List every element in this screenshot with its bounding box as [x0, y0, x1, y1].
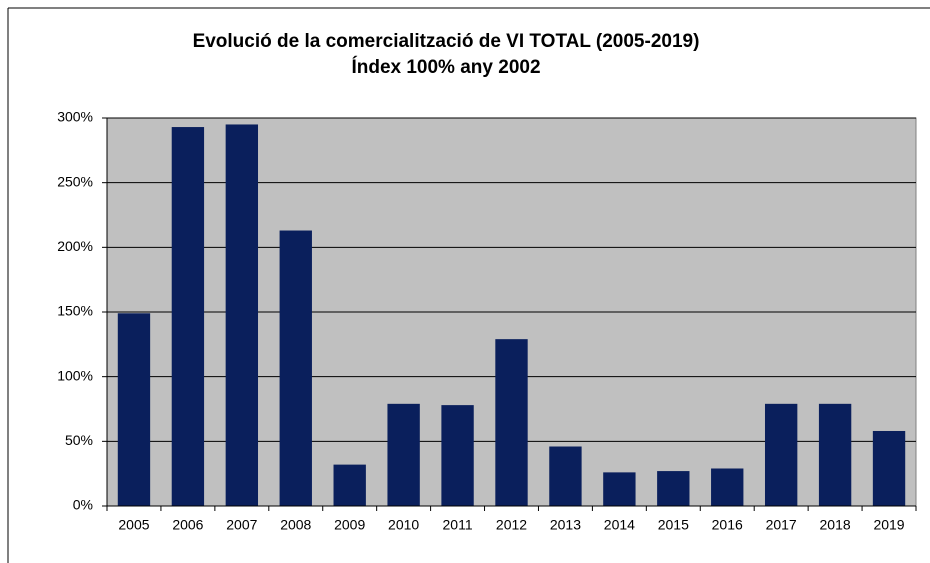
bar [549, 446, 582, 506]
bar [495, 339, 528, 506]
bar [603, 472, 636, 506]
bar [279, 230, 312, 506]
bar [657, 471, 690, 506]
chart-title: Evolució de la comercialització de VI TO… [193, 31, 700, 52]
x-tick-label: 2016 [712, 517, 743, 533]
x-tick-label: 2011 [443, 517, 473, 533]
bar [764, 403, 798, 506]
bar [333, 464, 366, 506]
bar [441, 405, 474, 506]
y-tick-label: 300% [57, 109, 93, 125]
x-tick-label: 2012 [496, 517, 527, 533]
y-tick-label: 150% [57, 303, 93, 319]
bar [225, 124, 259, 506]
x-tick-label: 2015 [658, 517, 689, 533]
bar [872, 430, 906, 506]
bar [387, 403, 420, 506]
bar [117, 313, 151, 506]
y-tick-label: 50% [65, 432, 93, 448]
x-tick-label: 2007 [226, 517, 257, 533]
x-tick-label: 2008 [280, 517, 311, 533]
bar [171, 127, 205, 506]
x-tick-label: 2014 [604, 517, 635, 533]
x-tick-label: 2013 [550, 517, 581, 533]
x-tick-label: 2006 [172, 517, 203, 533]
y-tick-label: 250% [57, 173, 93, 189]
x-tick-label: 2019 [873, 517, 904, 533]
x-tick-label: 2005 [118, 517, 149, 533]
y-tick-label: 200% [57, 238, 93, 254]
x-tick-label: 2017 [766, 517, 797, 533]
x-tick-label: 2010 [388, 517, 419, 533]
x-tick-label: 2009 [334, 517, 365, 533]
y-tick-label: 100% [57, 367, 93, 383]
x-tick-label: 2018 [820, 517, 851, 533]
y-tick-label: 0% [73, 497, 93, 513]
bar [818, 403, 852, 506]
bar [711, 468, 744, 506]
chart-subtitle: Índex 100% any 2002 [351, 56, 540, 78]
